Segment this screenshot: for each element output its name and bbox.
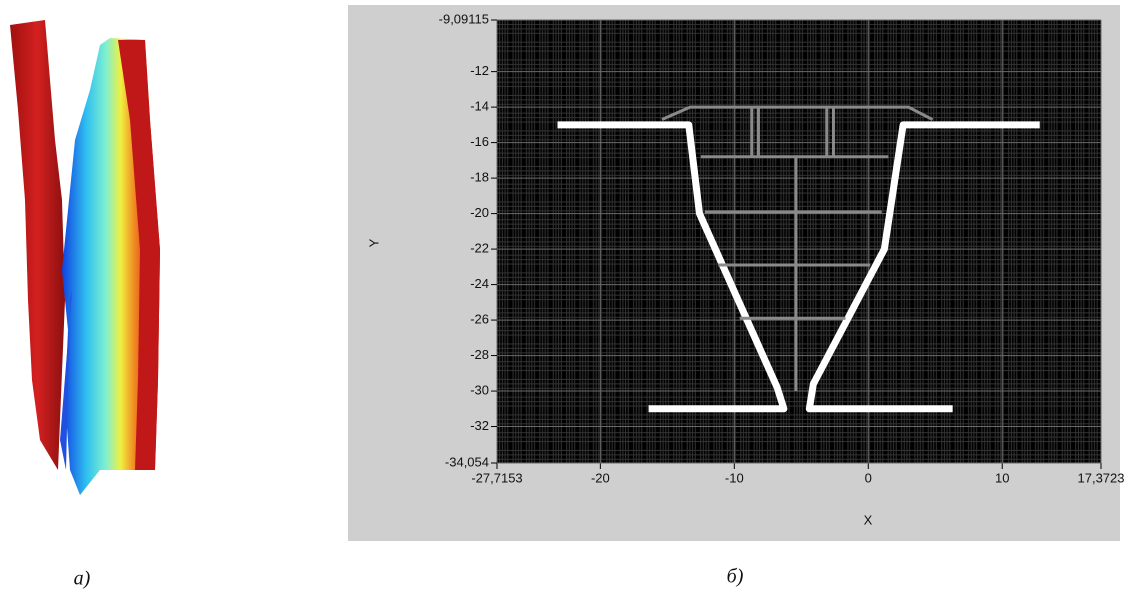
y-tick-label: -16 (470, 134, 489, 149)
y-tick-label: -9,09115 (439, 11, 489, 26)
y-tick-label: -30 (470, 382, 489, 397)
y-tick-label: -12 (470, 63, 489, 78)
y-tick-label: -14 (470, 99, 489, 114)
x-tick-label: -10 (725, 470, 744, 485)
y-tick-label: -32 (470, 418, 489, 433)
y-tick-label: -18 (470, 170, 489, 185)
caption: а) (74, 568, 91, 590)
y-tick-label: -34,054 (445, 454, 489, 469)
y-axis-label: Y (366, 238, 381, 247)
x-tick-label: -20 (591, 470, 610, 485)
y-tick-label: -20 (470, 205, 489, 220)
x-axis-label: X (864, 512, 873, 527)
y-tick-label: -26 (470, 312, 489, 327)
y-tick-label: -24 (470, 276, 489, 291)
page: {"captions": ["а)", "б)"], "chart_data":… (0, 0, 1138, 593)
minor-grid (497, 20, 1101, 463)
figure: а) б) X Y -27,7153 -20 -10 0 10 17,3723 -34,05… (0, 0, 1138, 593)
x-tick-label: -27,7153 (471, 470, 522, 485)
surface-3d (10, 20, 160, 495)
x-tick-label: 10 (995, 470, 1009, 485)
x-tick-label: 17,3723 (1078, 470, 1125, 485)
y-tick-label: -28 (470, 347, 489, 362)
y-tick-label: -22 (470, 241, 489, 256)
caption: б) (727, 566, 744, 588)
x-tick-label: 0 (865, 470, 872, 485)
